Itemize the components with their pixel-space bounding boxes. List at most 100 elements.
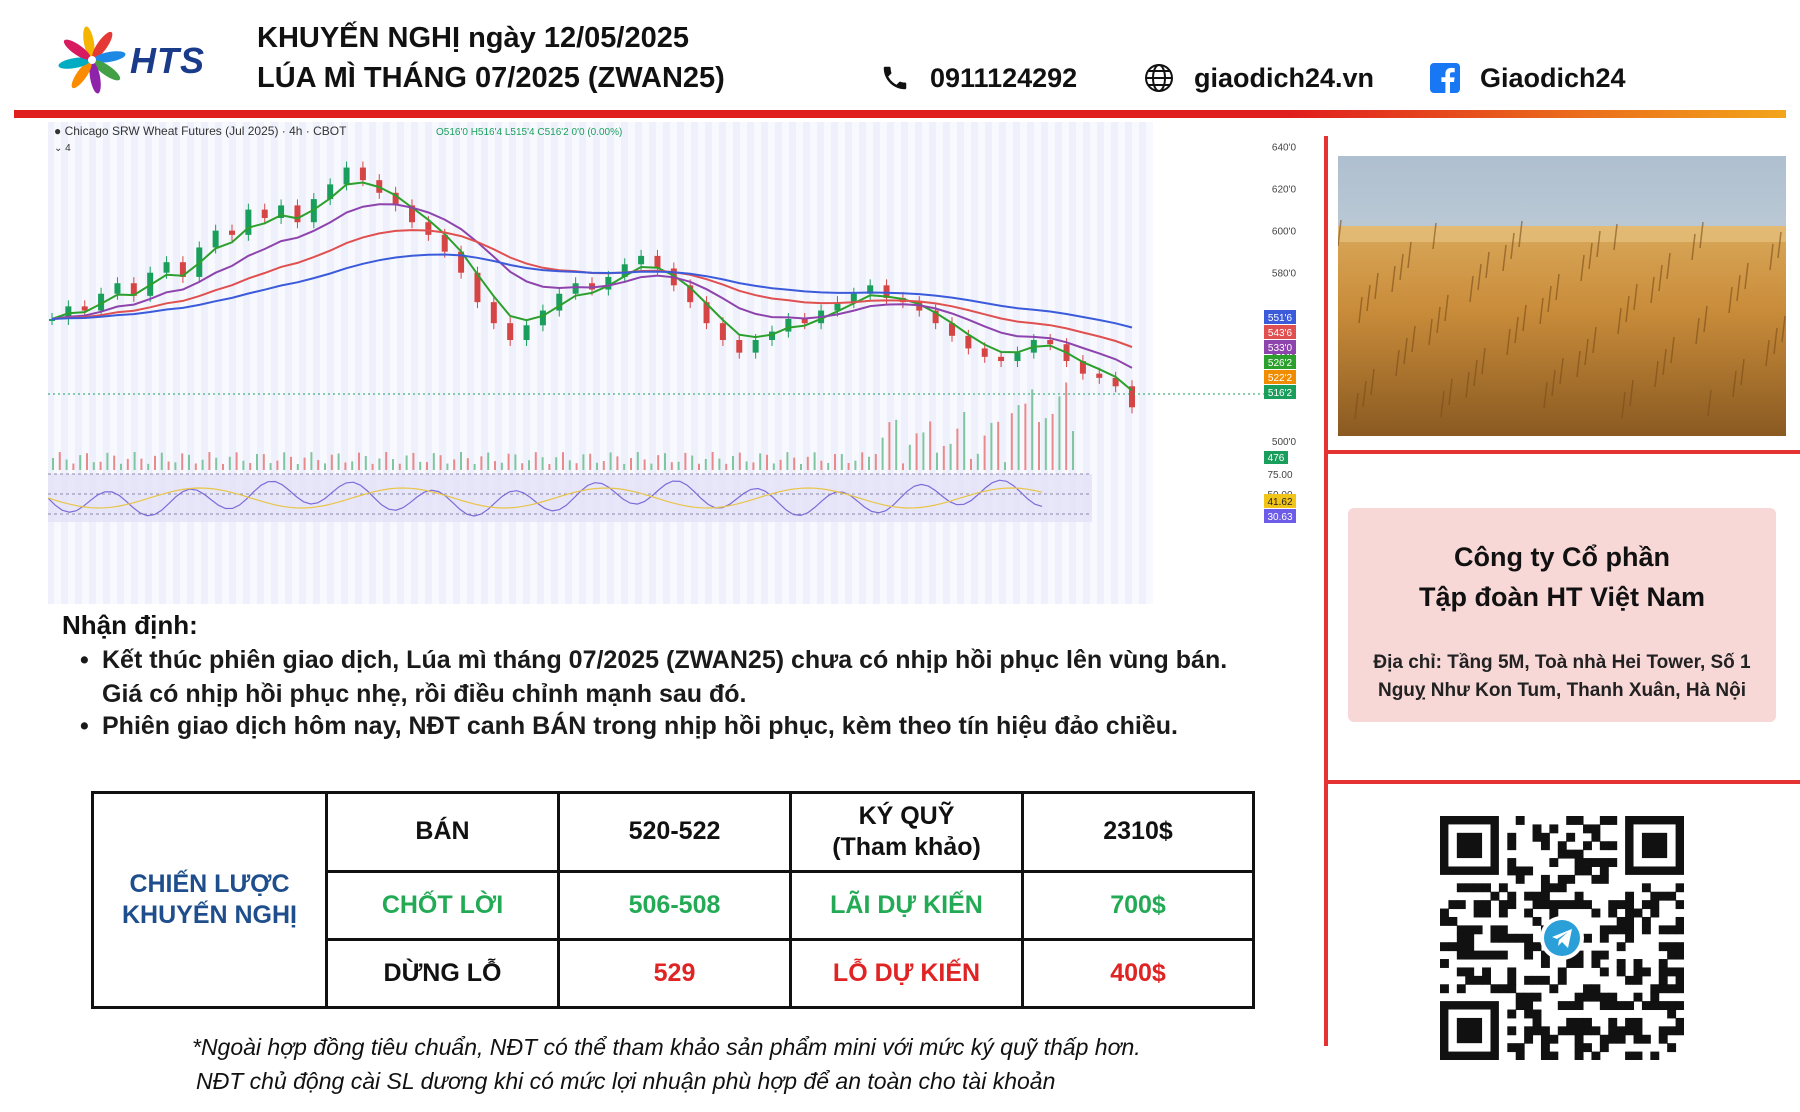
chart-stripe <box>1146 122 1153 604</box>
qr-module <box>1658 967 1668 977</box>
candle <box>425 222 432 235</box>
wheat-stalk <box>1354 392 1359 420</box>
take-profit-label-cell: CHỐT LỜI <box>328 873 560 941</box>
facebook-icon <box>1428 61 1462 95</box>
chart-stripe <box>362 122 369 604</box>
volume-bar <box>942 445 945 470</box>
chart-stripe <box>964 122 971 604</box>
qr-module <box>1591 874 1601 884</box>
candle <box>523 325 530 341</box>
chart-stripe <box>82 122 89 604</box>
qr-module <box>1507 891 1517 901</box>
qr-module <box>1616 942 1626 952</box>
qr-module <box>1515 874 1525 884</box>
qr-module <box>1515 1001 1525 1011</box>
qr-module <box>1532 1017 1542 1027</box>
facebook-contact[interactable]: Giaodich24 <box>1428 60 1626 96</box>
volume-bar <box>86 453 88 470</box>
candle <box>932 310 939 324</box>
qr-module <box>1524 1009 1534 1019</box>
volume-bar <box>147 463 150 470</box>
volume-bar <box>616 456 619 470</box>
qr-module <box>1490 984 1500 994</box>
website-link: giaodich24.vn <box>1194 62 1375 93</box>
wheat-stalk <box>1588 242 1593 270</box>
qr-module <box>1574 1051 1584 1060</box>
qr-module <box>1515 866 1525 876</box>
qr-module <box>1524 1001 1534 1011</box>
wheat-stalk <box>1629 379 1634 407</box>
price-badge <box>1264 385 1296 399</box>
qr-module <box>1490 925 1500 935</box>
y-tick-label: 640'0 <box>1272 143 1297 154</box>
qr-module <box>1591 984 1601 994</box>
qr-module <box>1532 942 1542 952</box>
wheat-stalk <box>1481 347 1486 375</box>
qr-module <box>1482 908 1491 918</box>
volume-bar <box>698 463 700 470</box>
chart-stripe <box>586 122 593 604</box>
qr-module <box>1667 1009 1677 1019</box>
volume-bar <box>847 462 850 470</box>
qr-module <box>1675 1026 1684 1036</box>
wheat-stalk <box>1374 272 1379 300</box>
qr-module <box>1498 908 1508 918</box>
chart-stripe <box>670 122 677 604</box>
chart-stripe <box>1076 122 1083 604</box>
volume-bar <box>330 454 333 470</box>
qr-module <box>1675 900 1684 910</box>
qr-module <box>1456 883 1466 893</box>
qr-module <box>1675 975 1684 985</box>
qr-module <box>1524 1026 1534 1036</box>
website-contact[interactable]: giaodich24.vn <box>1142 60 1374 96</box>
qr-module <box>1658 891 1668 901</box>
wheat-stalk <box>1399 253 1404 281</box>
qr-module <box>1532 916 1542 926</box>
volume-bar <box>657 455 660 470</box>
chart-stripe <box>754 122 761 604</box>
candle <box>1014 352 1021 362</box>
volume-bar <box>874 453 877 470</box>
wheat-field-image <box>1338 156 1786 436</box>
price-badge <box>1264 370 1296 384</box>
price-badge <box>1264 355 1296 369</box>
volume-bar <box>487 452 490 470</box>
qr-module <box>1440 984 1449 994</box>
qr-module <box>1574 1017 1584 1027</box>
wheat-stalk <box>1465 371 1470 399</box>
candle <box>867 285 874 294</box>
qr-module <box>1608 1034 1618 1044</box>
indicator-toggle: ⌄ 4 <box>54 143 71 154</box>
qr-module <box>1473 950 1483 960</box>
oscillator-badge <box>1264 509 1296 523</box>
qr-module <box>1549 824 1559 834</box>
qr-module <box>1549 908 1559 918</box>
qr-module <box>1456 967 1466 977</box>
volume-bar <box>92 462 95 470</box>
candle <box>687 285 694 303</box>
chart-stripe <box>530 122 537 604</box>
qr-module <box>1574 900 1584 910</box>
qr-module <box>1557 883 1567 893</box>
chart-stripe <box>208 122 215 604</box>
qr-module <box>1641 883 1651 893</box>
volume-bar <box>534 452 537 470</box>
wheat-stalk <box>1584 338 1589 366</box>
qr-module <box>1658 984 1668 994</box>
qr-module <box>1633 959 1643 968</box>
phone-contact[interactable]: 0911124292 <box>878 60 1077 96</box>
qr-module <box>1658 1034 1668 1044</box>
volume-bar <box>813 452 816 470</box>
chart-stripe <box>698 122 705 604</box>
candle <box>114 283 121 294</box>
volume-bar <box>704 458 707 470</box>
qr-module <box>1465 942 1475 952</box>
chart-stripe <box>1020 122 1027 604</box>
wheat-stalk <box>1650 276 1655 304</box>
volume-bar <box>908 444 911 470</box>
wheat-stalk <box>1773 327 1778 355</box>
qr-module <box>1599 992 1609 1002</box>
qr-module <box>1583 841 1592 851</box>
y-tick-label: 620'0 <box>1272 185 1297 196</box>
telegram-qr-code[interactable] <box>1440 816 1684 1060</box>
